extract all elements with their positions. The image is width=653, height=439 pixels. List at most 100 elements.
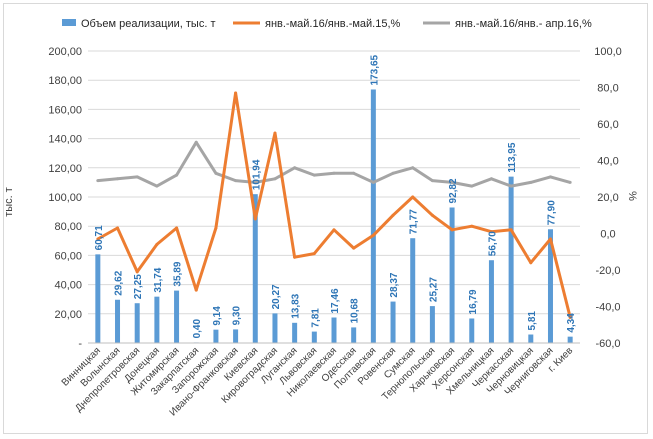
bar-data-label: 0,40 — [192, 319, 203, 339]
line-point-1 — [96, 237, 100, 241]
line-point-1 — [175, 226, 179, 230]
line-point-1 — [135, 270, 139, 274]
bar-12 — [331, 317, 337, 343]
line-point-1 — [371, 233, 375, 237]
bar-6 — [213, 329, 219, 343]
bar-data-label: 25,27 — [428, 277, 439, 302]
line-point-2 — [293, 166, 297, 170]
bar-3 — [154, 296, 160, 343]
y-right-tick-label: 60,0 — [597, 119, 618, 131]
bar-data-label: 10,68 — [350, 298, 361, 323]
line-point-1 — [352, 246, 356, 250]
x-axis: ВинницкаяВолынскаяДнепропетровскаяДонецк… — [60, 342, 580, 418]
line-point-2 — [529, 180, 533, 184]
line-point-2 — [548, 175, 552, 179]
y-axis-right-title: % — [626, 191, 638, 201]
legend-label-volume: Объем реализации, тыс. т — [81, 18, 215, 30]
bar-data-label: 113,95 — [507, 142, 518, 172]
line-point-2 — [116, 177, 120, 181]
line-point-2 — [214, 171, 218, 175]
y-left-tick-label: 20,00 — [54, 309, 82, 321]
bar-data-label: 56,70 — [487, 231, 498, 256]
line-point-2 — [411, 166, 415, 170]
line-series — [96, 91, 572, 319]
line-point-2 — [253, 180, 257, 184]
bar-7 — [233, 329, 239, 343]
line-point-1 — [234, 91, 238, 95]
y-right-tick-label: -40,0 — [595, 302, 620, 314]
data-labels: 60,71 29,62 27,25 31,74 35,89 0,40 9,14 9,30 101… — [94, 54, 577, 338]
bar-13 — [351, 327, 357, 343]
bar-data-label: 9,14 — [212, 306, 223, 326]
y-left-tick-label: 60,00 — [54, 250, 82, 262]
bar-data-label: 31,74 — [153, 267, 164, 292]
y-right-tick-label: 20,0 — [597, 192, 618, 204]
y-right-tick-label: 100,0 — [594, 46, 622, 58]
bar-data-label: 173,65 — [369, 54, 380, 85]
bar-15 — [390, 301, 396, 343]
bar-data-label: 27,25 — [133, 274, 144, 299]
line-point-2 — [509, 184, 513, 188]
bar-data-label: 101,94 — [251, 159, 262, 190]
y-left-tick-label: 140,00 — [48, 134, 82, 146]
line-point-1 — [332, 228, 336, 232]
bar-data-label: 60,71 — [94, 225, 105, 250]
y-left-tick-label: - — [78, 338, 82, 350]
bar-21 — [508, 176, 514, 343]
line-point-1 — [430, 213, 434, 217]
bar-data-label: 29,62 — [114, 270, 125, 295]
legend-swatch-volume — [62, 19, 76, 26]
bar-2 — [134, 303, 140, 343]
y-right-tick-label: 40,0 — [597, 156, 618, 168]
y-right-tick-label: 0,0 — [600, 229, 615, 241]
y-left-tick-label: 40,00 — [54, 280, 82, 292]
line-point-2 — [450, 180, 454, 184]
line-point-1 — [155, 242, 159, 246]
line-point-1 — [116, 226, 120, 230]
y-left-tick-label: 200,00 — [48, 46, 82, 58]
line-point-2 — [568, 180, 572, 184]
bar-16 — [410, 238, 416, 343]
bar-data-label: 92,82 — [448, 178, 459, 203]
line-point-2 — [371, 180, 375, 184]
bar-8 — [252, 194, 258, 343]
line-point-2 — [155, 184, 159, 188]
line-point-1 — [470, 224, 474, 228]
line-point-1 — [529, 261, 533, 265]
y-right-tick-label: 80,0 — [597, 83, 618, 95]
line-point-1 — [411, 195, 415, 199]
bar-20 — [488, 260, 494, 343]
line-point-1 — [312, 252, 316, 256]
line-series-2 — [97, 140, 571, 188]
bar-data-label: 4,34 — [566, 313, 577, 333]
line-point-1 — [194, 288, 198, 292]
line-series-1 — [97, 91, 572, 318]
bar-18 — [449, 207, 455, 343]
bar-data-label: 16,79 — [468, 289, 479, 314]
gridlines — [88, 50, 580, 344]
bar-4 — [174, 290, 180, 343]
legend: Объем реализации, тыс. т янв.-май.16/янв… — [62, 18, 592, 30]
bar-data-label: 77,90 — [546, 200, 557, 225]
y-right-tick-label: -60,0 — [595, 338, 620, 350]
line-point-1 — [391, 213, 395, 217]
line-point-1 — [450, 228, 454, 232]
bar-data-label: 13,83 — [291, 293, 302, 318]
bar-19 — [469, 318, 475, 343]
bar-data-label: 71,77 — [409, 209, 420, 234]
y-left-tick-label: 180,00 — [48, 75, 82, 87]
line-point-2 — [234, 179, 238, 183]
bar-11 — [311, 331, 317, 343]
chart-frame — [3, 3, 648, 434]
y-axis-left-title: тыс. т — [3, 187, 15, 217]
line-point-2 — [135, 175, 139, 179]
line-point-1 — [489, 230, 493, 234]
y-axis-left: - 20,00 40,00 60,00 80,00 100,00 120,00 140,00 1… — [48, 46, 82, 350]
bar-23 — [547, 229, 553, 343]
line-point-1 — [273, 131, 277, 135]
bar-series — [95, 89, 573, 343]
bar-data-label: 17,46 — [330, 288, 341, 313]
y-left-tick-label: 120,00 — [48, 163, 82, 175]
line-point-1 — [293, 255, 297, 259]
line-point-1 — [568, 315, 572, 319]
